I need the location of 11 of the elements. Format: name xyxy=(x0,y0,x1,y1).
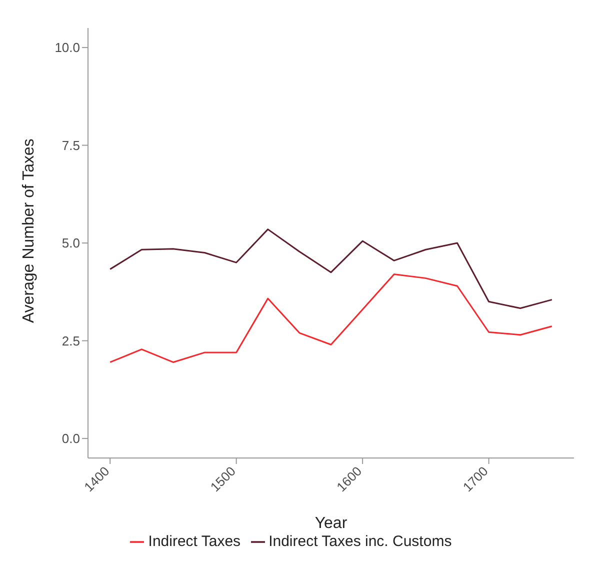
legend-label: Indirect Taxes inc. Customs xyxy=(268,533,452,550)
y-tick-label: 5.0 xyxy=(62,236,80,251)
line-series xyxy=(109,274,553,363)
line-series xyxy=(109,228,553,310)
y-axis-title: Average Number of Taxes xyxy=(20,138,38,323)
y-tick-label: 7.5 xyxy=(62,138,80,153)
legend-label: Indirect Taxes xyxy=(148,533,241,550)
y-tick-label: 10.0 xyxy=(54,40,80,56)
x-axis-title: Year xyxy=(314,515,348,532)
y-tick-label: 2.5 xyxy=(62,333,80,348)
y-tick-label: 0.0 xyxy=(62,431,80,446)
